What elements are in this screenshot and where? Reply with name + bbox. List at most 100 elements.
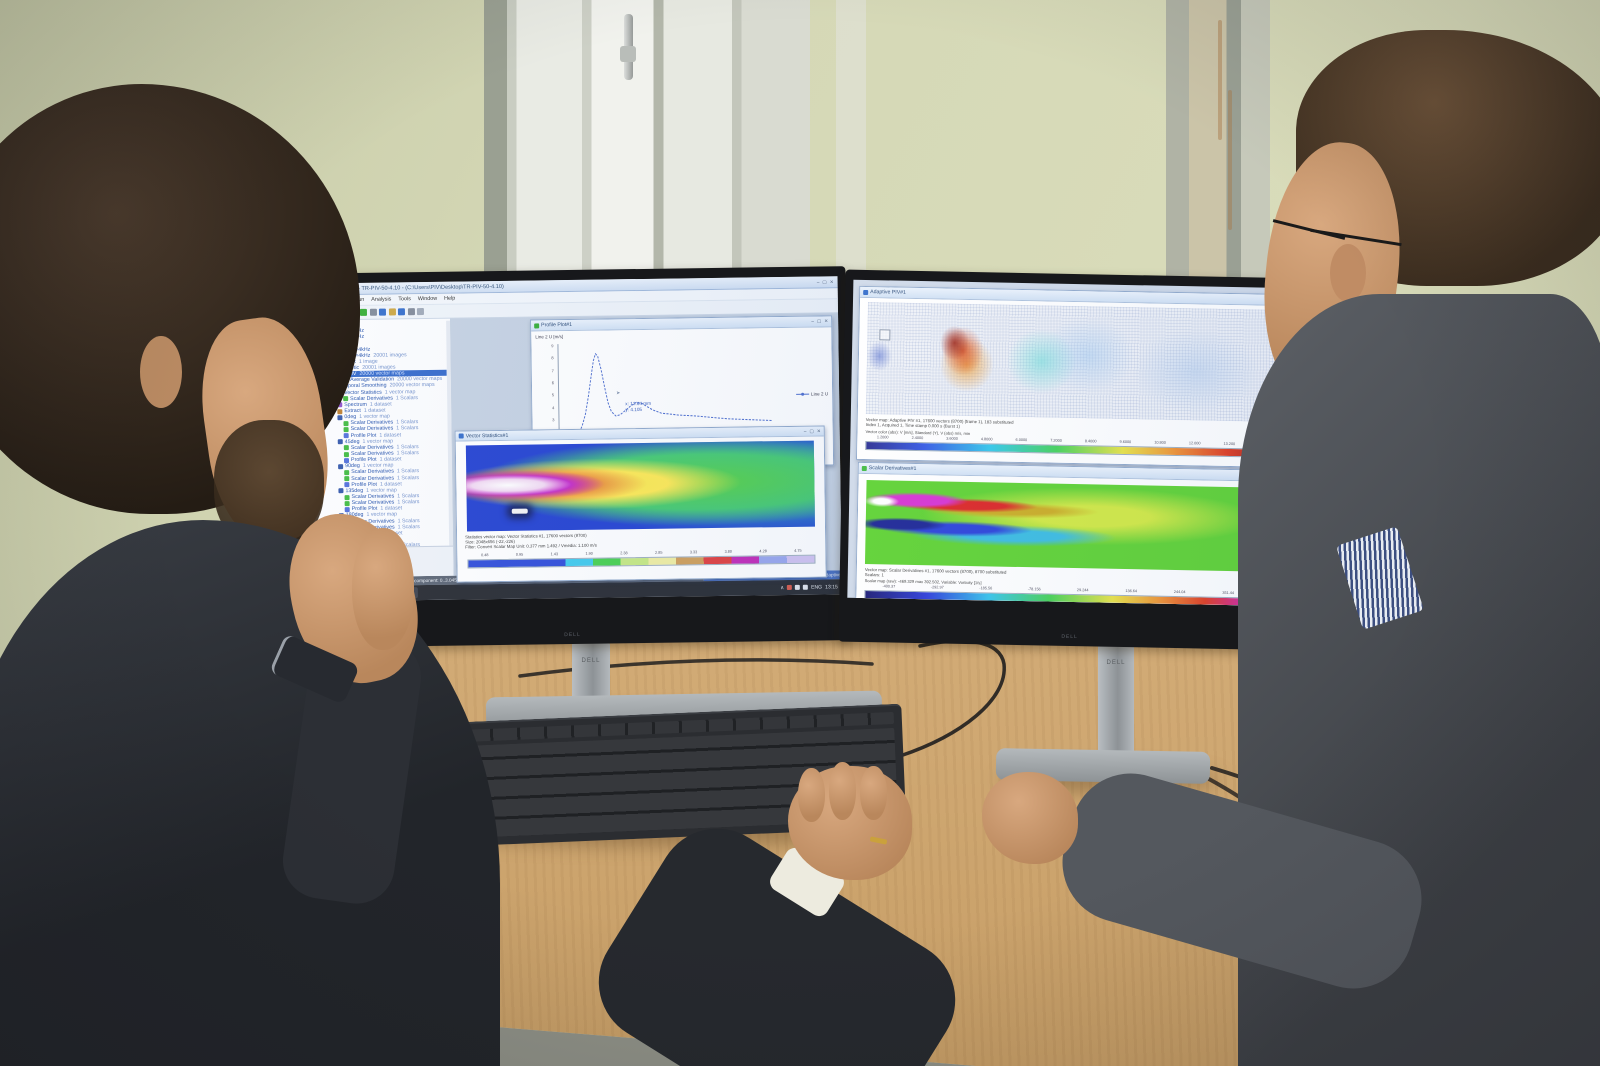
tree-item-icon xyxy=(343,445,349,451)
window-controls: – ▢ ✕ xyxy=(811,318,828,324)
y-tick: 8 xyxy=(551,355,554,361)
status-line: Filter: Convert Scalar Map Unit: 0.377 m… xyxy=(465,543,597,550)
tree-item-count: 20001 images xyxy=(373,352,407,359)
help-icon[interactable] xyxy=(416,308,425,316)
work-area: Deleted Items Rev 5000, L=2, fs=8kHz Rev… xyxy=(298,313,842,583)
vector-field-map[interactable] xyxy=(865,302,1284,423)
colorbar-tick: 2.38 xyxy=(620,551,628,556)
adaptive-piv-window[interactable]: Adaptive PIV#1 – ▢ ✕ Vector map: Adaptiv… xyxy=(855,285,1294,469)
scalar-derivatives-body: Vector map: Scalar Derivatives #1, 17600… xyxy=(856,473,1291,607)
clock[interactable]: 13:15 xyxy=(825,583,838,590)
colorbar-tick: 10.800 xyxy=(1154,440,1166,445)
tree-item-icon xyxy=(343,427,349,433)
tree-item-count: 1 Scalars xyxy=(396,425,419,432)
vector-statistics-body: Statistics vector map: Vector Statistics… xyxy=(455,436,826,582)
y-axis-label: Line 2 U [m/s] xyxy=(535,334,564,340)
y-tick: 4 xyxy=(552,404,555,410)
tree-item-icon xyxy=(338,488,344,494)
colorbar-tick: -400.37 xyxy=(882,584,896,589)
frame-2-icon[interactable] xyxy=(407,308,415,316)
y-tick: 5 xyxy=(551,392,555,398)
camera-icon[interactable] xyxy=(388,308,396,316)
left-person-fingers xyxy=(352,528,414,650)
maximize-icon[interactable]: ▢ xyxy=(809,428,814,434)
tree-item-count: 1 Scalars xyxy=(397,499,420,506)
colorbar-tick: 4.28 xyxy=(759,549,767,554)
vector-statistics-status: Statistics vector map: Vector Statistics… xyxy=(465,533,597,550)
y-tick: 3 xyxy=(552,417,555,423)
colorbar-tick: 2.85 xyxy=(655,550,663,555)
cursor-icon: ➤ xyxy=(616,390,621,397)
window-frame-left xyxy=(484,0,810,288)
y-tick: 7 xyxy=(551,367,554,373)
adaptive-piv-icon xyxy=(863,289,869,295)
colorbar-tick: -185.56 xyxy=(979,586,993,591)
profile-plot-window[interactable]: Profile Plot#1 – ▢ ✕ Line 2 U [m/s] xyxy=(530,315,835,470)
tree-item-icon xyxy=(344,506,350,512)
colorbar-tick: 9.6000 xyxy=(1119,439,1132,445)
minimize-icon[interactable]: – xyxy=(816,279,820,285)
right-monitor-stand-column: DELL xyxy=(1098,644,1134,758)
menu-item[interactable]: Window xyxy=(417,295,438,303)
colorbar-tick: 29.244 xyxy=(1076,588,1089,593)
menu-item[interactable]: Tools xyxy=(398,296,411,303)
tree-item-count: 1 Scalars xyxy=(396,474,420,481)
language-indicator[interactable]: ENG xyxy=(811,583,823,591)
tray-caret-icon[interactable]: ∧ xyxy=(780,584,785,591)
network-icon[interactable] xyxy=(795,584,801,590)
scalar-derivatives-icon xyxy=(861,465,867,471)
maximize-icon[interactable]: ▢ xyxy=(822,278,827,284)
colorbar-tick: 4.75 xyxy=(794,548,802,553)
vector-statistics-window[interactable]: Vector Statistics#1 – ▢ ✕ xyxy=(454,425,827,583)
tree-item-icon xyxy=(337,439,343,445)
defender-icon[interactable] xyxy=(787,584,793,590)
y-tick: 6 xyxy=(551,380,554,386)
maximize-icon[interactable]: ▢ xyxy=(816,318,822,324)
database-icon[interactable] xyxy=(378,308,387,316)
profile-plot-title: Profile Plot#1 xyxy=(541,321,573,329)
adaptive-piv-status: Vector map: Adaptive PIV #1, 17600 vecto… xyxy=(866,417,1014,430)
minimize-icon[interactable]: – xyxy=(811,318,814,324)
close-icon[interactable]: ✕ xyxy=(824,318,829,324)
tree-item-icon xyxy=(343,451,349,457)
roi-handle[interactable] xyxy=(879,329,891,341)
scalar-derivatives-window[interactable]: Scalar Derivatives#1 – ▢ ✕ Vector map: S… xyxy=(855,461,1292,607)
window-handle-mount xyxy=(620,46,636,62)
plot-area[interactable] xyxy=(557,341,776,460)
tree-item-count: 1 Scalars xyxy=(397,523,420,531)
run-icon[interactable] xyxy=(359,308,368,316)
vorticity-colormap[interactable] xyxy=(864,480,1255,572)
volume-icon[interactable] xyxy=(803,584,809,590)
window-frame-middle xyxy=(836,0,866,286)
menu-item[interactable]: Analysis xyxy=(371,296,392,303)
layout-icon[interactable] xyxy=(397,308,406,316)
tree-item-icon xyxy=(344,482,350,488)
minimize-icon[interactable]: – xyxy=(803,428,807,434)
frame-1-icon[interactable] xyxy=(369,308,377,316)
finger xyxy=(798,768,825,822)
tree-item-icon xyxy=(344,494,350,500)
finger xyxy=(829,762,856,820)
close-icon[interactable]: ✕ xyxy=(829,278,834,284)
colorbar-tick: -78.156 xyxy=(1027,587,1041,592)
colorbar-tick: 1.2000 xyxy=(876,435,889,440)
tree-item-icon xyxy=(344,500,350,506)
scalar-derivatives-title: Scalar Derivatives#1 xyxy=(868,465,917,472)
vector-statistics-title: Vector Statistics#1 xyxy=(465,432,509,439)
colorbar-tick: 1.43 xyxy=(550,552,559,557)
rust-streak xyxy=(1218,20,1222,140)
menu-item[interactable]: Help xyxy=(444,295,456,302)
colorbar-tick: 3.6000 xyxy=(946,436,958,441)
cursor-tooltip: x: 13.64 mm y: 4.105 xyxy=(625,401,651,413)
right-screen: Adaptive PIV#1 – ▢ ✕ Vector map: Adaptiv… xyxy=(847,279,1300,607)
colorbar-tick: 136.64 xyxy=(1125,589,1138,594)
velocity-colormap[interactable] xyxy=(465,440,815,532)
close-icon[interactable]: ✕ xyxy=(816,427,821,434)
tree-item-icon xyxy=(344,476,350,482)
colorbar-tick: 0.95 xyxy=(515,552,524,557)
colorbar-tick: 2.4000 xyxy=(911,435,924,441)
legend-label: Line 2 U xyxy=(810,391,829,398)
app-window-controls: – ▢ ✕ xyxy=(817,279,834,285)
tree-item-icon xyxy=(343,457,350,463)
